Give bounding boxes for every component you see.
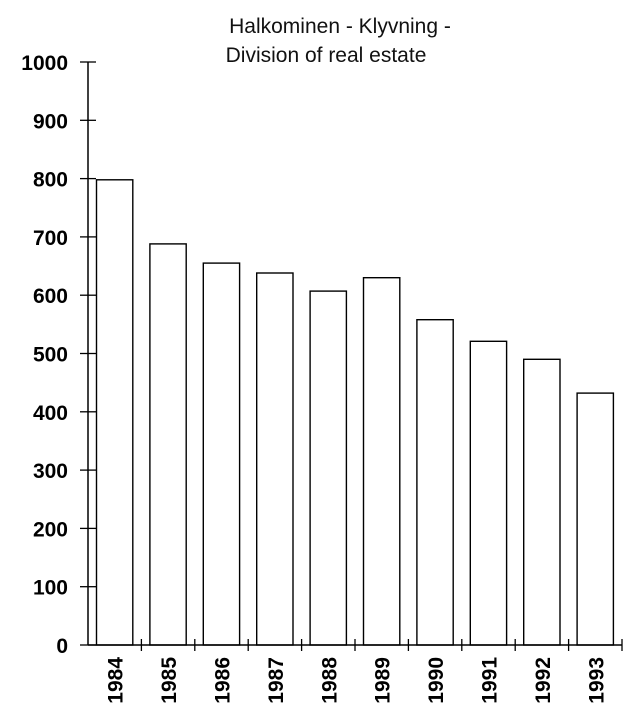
bar (202, 262, 241, 646)
bar (256, 272, 294, 646)
x-tick-label: 1993 (585, 657, 608, 704)
chart-title-line-1: Halkominen - Klyvning - (229, 15, 451, 38)
y-tick-label: 600 (33, 285, 68, 308)
x-tick-label: 1984 (105, 657, 128, 704)
bar (149, 243, 187, 646)
x-tick-label: 1988 (318, 657, 341, 704)
bar (362, 277, 401, 646)
bar (95, 179, 134, 646)
y-axis: 0 100 200 300 400 500 600 700 800 900 1000 (21, 52, 96, 658)
y-tick-label: 800 (33, 169, 68, 192)
chart-title: Halkominen - Klyvning - Division of real… (226, 15, 451, 67)
bar (416, 319, 454, 646)
bar (523, 358, 561, 646)
y-tick-label: 900 (33, 110, 68, 133)
x-tick-label: 1985 (158, 657, 181, 704)
x-tick-label: 1989 (372, 657, 395, 704)
y-tick-label: 200 (33, 518, 68, 541)
y-tick-label: 400 (33, 402, 68, 425)
x-tick-label: 1987 (265, 657, 288, 704)
x-tick-label: 1986 (212, 657, 235, 704)
y-tick-label: 500 (33, 344, 68, 367)
y-tick-label: 700 (33, 227, 68, 250)
y-tick-label: 300 (33, 460, 68, 483)
y-tick-label: 100 (33, 577, 68, 600)
y-tick-label: 1000 (21, 52, 68, 75)
x-tick-label: 1991 (479, 657, 502, 704)
x-tick-label: 1992 (532, 657, 555, 704)
x-tick-label: 1990 (425, 657, 448, 704)
bar (309, 290, 348, 646)
bars (95, 179, 615, 646)
chart-title-line-2: Division of real estate (226, 44, 427, 67)
bar (469, 340, 508, 646)
y-tick-label: 0 (56, 635, 68, 658)
x-axis: 1984 1985 1986 1987 1988 1989 1990 1991 1992 1993 (88, 639, 623, 704)
bar (576, 392, 615, 646)
